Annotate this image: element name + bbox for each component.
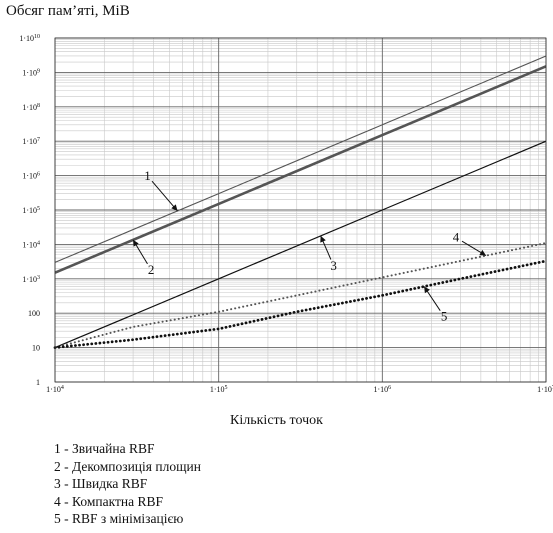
series-lines [53, 55, 548, 349]
legend: 1 - Звичайна RBF 2 - Декомпозиція площин… [54, 440, 201, 528]
legend-item: 3 - Швидка RBF [54, 476, 148, 491]
arrow-head-icon [424, 286, 430, 294]
annotation-label: 2 [148, 262, 155, 277]
y-tick-label: 100 [28, 309, 40, 318]
y-tick-label: 1·109 [22, 68, 40, 77]
minor-gridlines [55, 38, 546, 382]
tick-labels: 1·104 1·105 1·106 1·107 1 10 100 1·103 1·104 1·10… [19, 34, 553, 394]
x-tick-label: 1·104 [46, 385, 64, 394]
legend-item: 1 - Звичайна RBF [54, 441, 155, 456]
plot-frame [54, 37, 547, 383]
annotation-label: 5 [441, 309, 448, 324]
annotations: 1 2 3 4 5 [132, 168, 487, 324]
series-line-4 [54, 242, 547, 349]
arrow-head-icon [133, 239, 139, 247]
x-tick-label: 1·106 [373, 385, 391, 394]
x-axis-title: Кількість точок [230, 413, 323, 428]
y-tick-label: 1·108 [22, 103, 40, 112]
series-line-5 [53, 259, 548, 349]
annotation-label: 3 [330, 258, 337, 273]
legend-item: 4 - Компактна RBF [54, 493, 163, 509]
series-line-1 [54, 55, 547, 263]
arrow-head-icon [320, 235, 326, 243]
annotation-arrow [151, 180, 178, 212]
y-tick-label: 1·106 [22, 172, 40, 181]
y-tick-label: 1·107 [22, 137, 40, 146]
arrow-head-icon [171, 204, 178, 211]
y-tick-label: 1·104 [22, 240, 40, 249]
y-axis-title: Обсяг пам’яті, MiB [6, 3, 130, 19]
x-tick-label: 1·107 [537, 385, 553, 394]
annotation-label: 4 [453, 230, 460, 245]
major-gridlines [54, 37, 547, 383]
annotation-label: 1 [144, 168, 151, 183]
legend-item: 2 - Декомпозиція площин [54, 458, 201, 474]
arrow-head-icon [479, 249, 486, 256]
series-line-2 [54, 65, 547, 274]
y-tick-label: 1·1010 [19, 34, 40, 43]
y-tick-label: 1·103 [22, 275, 40, 284]
y-tick-label: 10 [32, 344, 40, 353]
y-tick-label: 1 [36, 378, 40, 387]
x-tick-label: 1·105 [210, 385, 228, 394]
y-tick-label: 1·105 [22, 206, 40, 215]
series-line-3 [54, 140, 547, 349]
legend-item: 5 - RBF з мінімізацією [54, 511, 184, 526]
